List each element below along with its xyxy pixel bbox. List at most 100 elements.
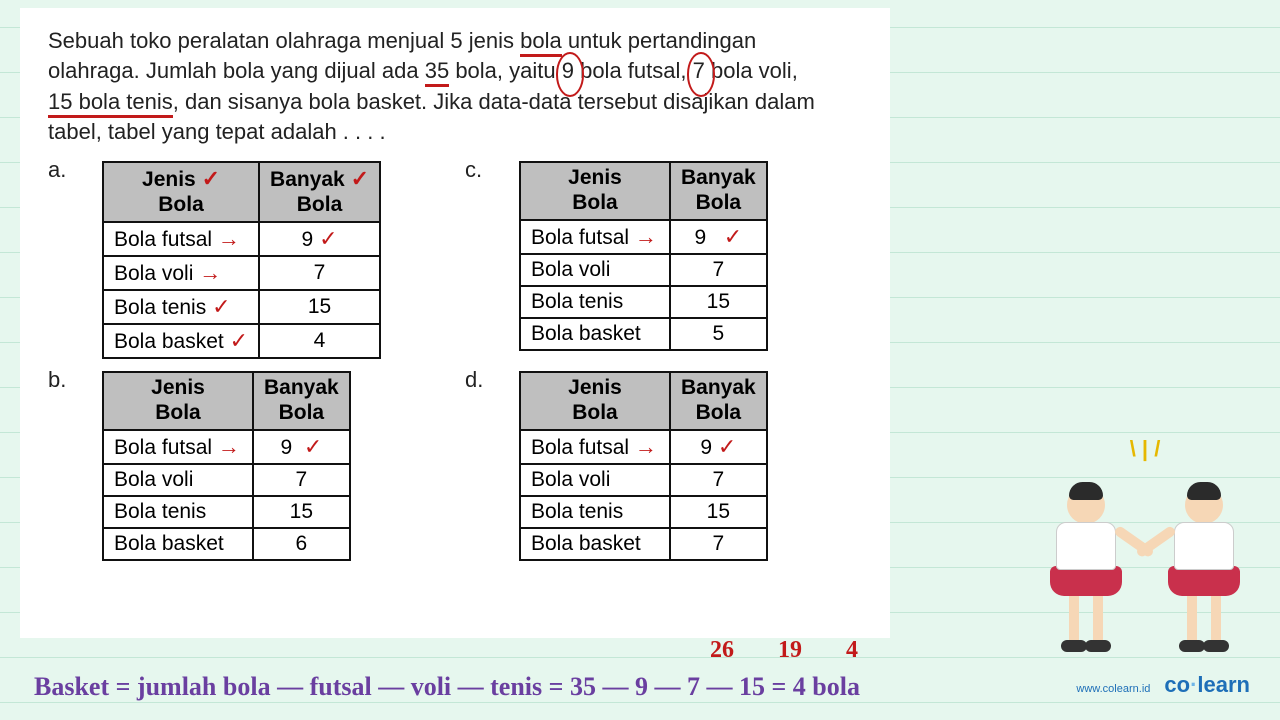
brand-co: co <box>1164 672 1190 697</box>
step-value: 26 <box>710 637 734 664</box>
option-label-a: a. <box>48 157 66 183</box>
th-banyak: Banyak ✓Bola <box>259 162 380 222</box>
cell-value: 7 <box>670 254 767 286</box>
cell-name: Bola basket <box>103 528 253 560</box>
q-seg: untuk pertandingan <box>562 28 757 53</box>
step-value: 4 <box>846 637 858 664</box>
option-a: a. Jenis ✓Bola Banyak ✓Bola Bola futsal … <box>48 157 445 359</box>
cell-value: 7 <box>670 528 767 560</box>
check-icon: ✓ <box>212 294 230 319</box>
cell-name: Bola basket <box>520 318 670 350</box>
cell-value: 15 <box>670 286 767 318</box>
th-jenis: JenisBola <box>103 372 253 430</box>
check-icon: ✓ <box>230 328 248 353</box>
cell-value: 9 ✓ <box>670 430 767 464</box>
brand-learn: learn <box>1197 672 1250 697</box>
row-label: Bola futsal <box>531 226 629 249</box>
cell-name: Bola basket <box>520 528 670 560</box>
brand-logo: co·learn <box>1164 672 1250 698</box>
th-jenis: Jenis ✓Bola <box>103 162 259 222</box>
option-d: d. JenisBola BanyakBola Bola futsal → 9 … <box>465 367 862 561</box>
val: 9 <box>695 226 707 249</box>
table-d: JenisBola BanyakBola Bola futsal → 9 ✓ B… <box>519 371 768 561</box>
cell-name: Bola tenis <box>103 496 253 528</box>
option-label-b: b. <box>48 367 66 393</box>
cell-value: 9 ✓ <box>670 220 767 254</box>
check-icon: ✓ <box>724 224 742 249</box>
footer-url: www.colearn.id <box>1076 683 1150 695</box>
val: 9 <box>280 436 292 459</box>
cell-name: Bola voli <box>520 254 670 286</box>
q-seg: tabel, tabel yang tepat adalah . . . . <box>48 119 386 144</box>
q-underline-bola: bola <box>520 28 562 57</box>
th-banyak: BanyakBola <box>670 162 767 220</box>
cell-name: Bola voli <box>103 464 253 496</box>
q-seg: , dan sisanya bola basket. Jika data-dat… <box>173 89 815 114</box>
arrow-icon: → <box>199 260 219 285</box>
cell-name: Bola futsal → <box>103 222 259 256</box>
cell-name: Bola tenis ✓ <box>103 290 259 324</box>
q-seg: bola, yaitu <box>449 58 562 83</box>
arrow-icon: → <box>635 434 655 459</box>
table-a: Jenis ✓Bola Banyak ✓Bola Bola futsal → 9… <box>102 161 381 359</box>
option-b: b. JenisBola BanyakBola Bola futsal → 9 … <box>48 367 445 561</box>
th-banyak: BanyakBola <box>253 372 350 430</box>
cell-name: Bola tenis <box>520 286 670 318</box>
cell-value: 6 <box>253 528 350 560</box>
kids-illustration: \ | / <box>1040 452 1250 652</box>
table-b: JenisBola BanyakBola Bola futsal → 9 ✓ B… <box>102 371 351 561</box>
question-card: Sebuah toko peralatan olahraga menjual 5… <box>20 8 890 638</box>
cell-value: 4 <box>259 324 380 358</box>
question-text: Sebuah toko peralatan olahraga menjual 5… <box>48 26 862 147</box>
q-seg: bola futsal, <box>574 58 693 83</box>
table-c: JenisBola BanyakBola Bola futsal → 9 ✓ B… <box>519 161 768 351</box>
footer: www.colearn.id co·learn <box>1076 672 1250 698</box>
th-banyak: BanyakBola <box>670 372 767 430</box>
cell-name: Bola voli <box>520 464 670 496</box>
q-circle-9: 9 <box>562 56 574 86</box>
solution-text: Basket = jumlah bola — futsal — voli — t… <box>34 672 1030 702</box>
check-icon: ✓ <box>304 434 322 459</box>
q-seg: Sebuah toko peralatan olahraga menjual 5… <box>48 28 520 53</box>
cell-value: 5 <box>670 318 767 350</box>
step-value: 19 <box>778 637 802 664</box>
check-icon: ✓ <box>351 166 369 191</box>
cell-value: 9 ✓ <box>253 430 350 464</box>
q-underline-35: 35 <box>425 58 449 87</box>
arrow-icon: → <box>218 226 238 251</box>
cell-value: 7 <box>259 256 380 290</box>
cell-name: Bola futsal → <box>520 430 670 464</box>
val: 9 <box>302 228 314 251</box>
check-icon: ✓ <box>202 166 220 191</box>
q-circle-7: 7 <box>693 56 705 86</box>
cell-name: Bola basket ✓ <box>103 324 259 358</box>
th-jenis: JenisBola <box>520 162 670 220</box>
cell-name: Bola futsal → <box>103 430 253 464</box>
option-label-d: d. <box>465 367 483 393</box>
row-label: Bola basket <box>114 330 224 353</box>
check-icon: ✓ <box>718 434 736 459</box>
cell-value: 7 <box>670 464 767 496</box>
kid-right <box>1158 486 1250 652</box>
row-label: Bola futsal <box>531 436 629 459</box>
q-underline-15tenis: 15 bola tenis <box>48 89 173 118</box>
row-label: Bola voli <box>114 262 193 285</box>
q-seg: olahraga. Jumlah bola yang dijual ada <box>48 58 425 83</box>
row-label: Bola tenis <box>114 296 206 319</box>
kid-left <box>1040 486 1132 652</box>
option-c: c. JenisBola BanyakBola Bola futsal → 9 … <box>465 157 862 359</box>
row-label: Bola futsal <box>114 228 212 251</box>
option-label-c: c. <box>465 157 482 183</box>
row-label: Bola futsal <box>114 436 212 459</box>
val: 9 <box>700 436 712 459</box>
solution-steps: 26 19 4 <box>710 637 858 664</box>
options-grid: a. Jenis ✓Bola Banyak ✓Bola Bola futsal … <box>48 157 862 560</box>
cell-value: 15 <box>253 496 350 528</box>
arrow-icon: → <box>218 434 238 459</box>
cell-value: 9 ✓ <box>259 222 380 256</box>
cell-name: Bola voli → <box>103 256 259 290</box>
q-seg: bola voli, <box>705 58 798 83</box>
cell-value: 7 <box>253 464 350 496</box>
cell-value: 15 <box>670 496 767 528</box>
arrow-icon: → <box>635 224 655 249</box>
